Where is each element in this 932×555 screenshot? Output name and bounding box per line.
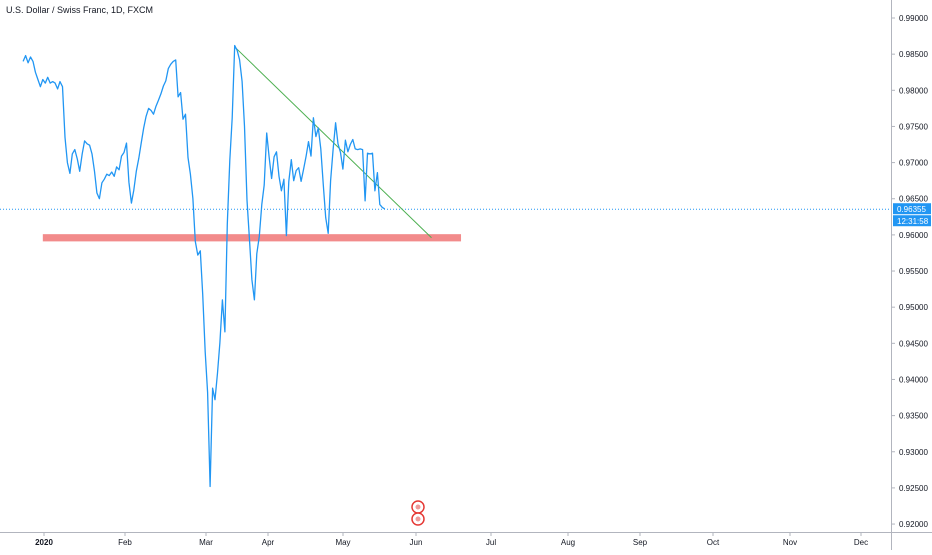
y-tick-label: 0.94500 <box>899 339 928 348</box>
x-tick-label: Apr <box>262 538 275 547</box>
event-marker-icon[interactable] <box>411 500 425 526</box>
y-tick-label: 0.96500 <box>899 195 928 204</box>
last-price-label: 0.96355 <box>897 205 926 214</box>
y-tick-label: 0.92500 <box>899 484 928 493</box>
y-tick-label: 0.98500 <box>899 50 928 59</box>
x-tick-label: Feb <box>118 538 132 547</box>
x-tick-label: 2020 <box>35 538 53 547</box>
support-zone <box>42 234 462 242</box>
y-tick-label: 0.97000 <box>899 159 928 168</box>
x-tick-label: Dec <box>854 538 868 547</box>
x-tick-label: May <box>335 538 350 547</box>
x-tick-label: Nov <box>783 538 797 547</box>
y-tick-label: 0.94000 <box>899 375 928 384</box>
y-tick-label: 0.99000 <box>899 14 928 23</box>
x-tick-label: Aug <box>561 538 575 547</box>
trendline <box>234 46 432 239</box>
last-price-tag <box>893 203 931 215</box>
y-tick-label: 0.97500 <box>899 122 928 131</box>
y-tick-label: 0.93500 <box>899 412 928 421</box>
x-tick-label: Sep <box>633 538 648 547</box>
y-tick-label: 0.98000 <box>899 86 928 95</box>
price-line-series <box>22 44 386 488</box>
y-tick-label: 0.93000 <box>899 448 928 457</box>
y-tick-label: 0.95500 <box>899 267 928 276</box>
y-tick-label: 0.92000 <box>899 520 928 529</box>
y-tick-label: 0.96000 <box>899 231 928 240</box>
x-tick-label: Mar <box>199 538 213 547</box>
countdown-label: 12:31:58 <box>897 217 929 226</box>
x-tick-label: Oct <box>707 538 720 547</box>
x-tick-label: Jul <box>486 538 496 547</box>
chart-title: U.S. Dollar / Swiss Franc, 1D, FXCM <box>6 5 154 15</box>
countdown-tag <box>893 215 931 227</box>
y-tick-label: 0.95000 <box>899 303 928 312</box>
x-tick-label: Jun <box>410 538 423 547</box>
